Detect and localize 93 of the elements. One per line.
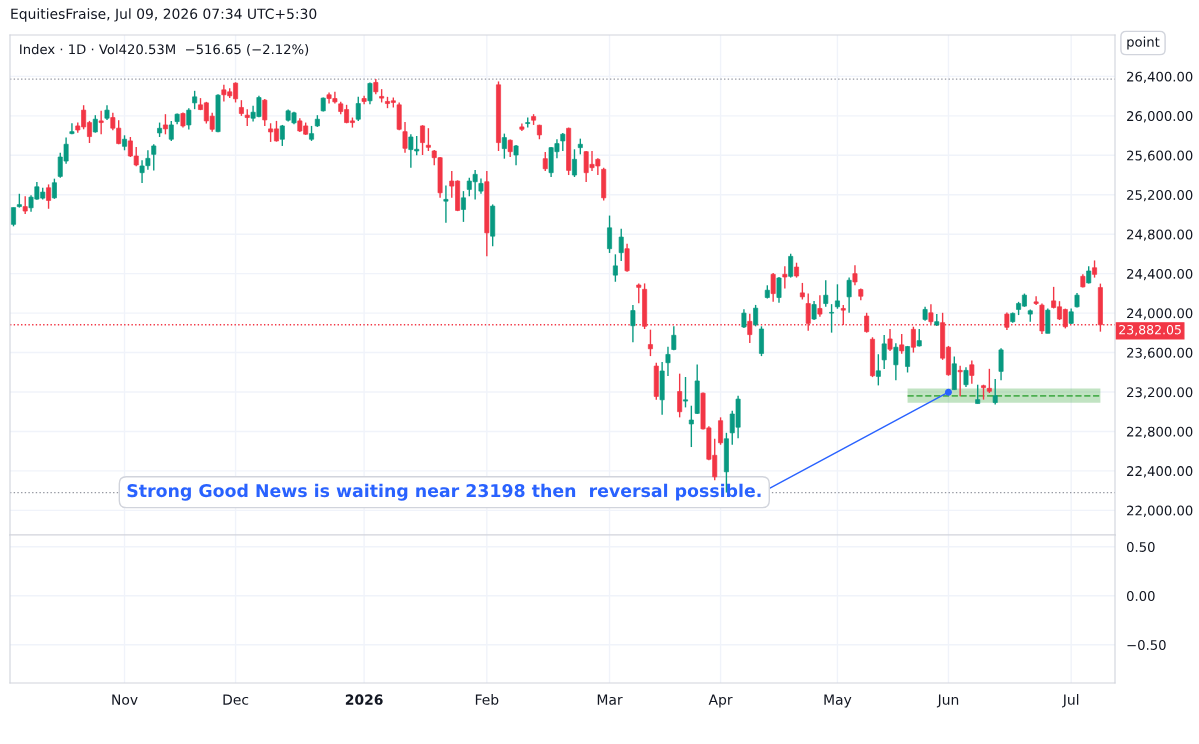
x-tick-label: Apr bbox=[708, 694, 733, 708]
y-tick-label: 22,800.00 bbox=[1127, 426, 1193, 438]
x-tick-label: May bbox=[824, 694, 852, 708]
candlestick bbox=[402, 121, 408, 154]
y-tick-label: 25,600.00 bbox=[1127, 150, 1193, 162]
candlestick bbox=[899, 333, 905, 355]
candlestick bbox=[829, 303, 835, 334]
x-tick-label: 2026 bbox=[345, 694, 383, 705]
text: Index · 1D · Vol420.53M −516.65 (−2.12%) bbox=[20, 44, 309, 56]
candlestick bbox=[969, 359, 975, 385]
candlestick bbox=[992, 378, 998, 406]
x-tick-label: Mar bbox=[597, 694, 623, 705]
candlestick bbox=[501, 132, 507, 160]
candlestick bbox=[168, 120, 174, 142]
candlestick bbox=[420, 124, 425, 156]
y-tick-label: 23,600.00 bbox=[1127, 347, 1193, 360]
candlestick bbox=[677, 372, 683, 419]
candlestick bbox=[718, 416, 724, 446]
candlestick bbox=[618, 228, 624, 262]
candlestick bbox=[875, 353, 881, 387]
y-tick-label: 24,800.00 bbox=[1127, 229, 1193, 241]
candlestick bbox=[782, 265, 788, 290]
x-tick-label: Dec bbox=[223, 694, 249, 705]
ref-line-label: 23,882.05 bbox=[1119, 324, 1181, 336]
candlestick bbox=[788, 253, 794, 279]
candlestick bbox=[1045, 307, 1051, 335]
x-tick-label: Feb bbox=[475, 694, 499, 705]
candlestick bbox=[823, 279, 829, 308]
candlestick bbox=[881, 334, 887, 370]
candlestick bbox=[998, 347, 1004, 382]
candlestick bbox=[864, 312, 870, 334]
candlestick bbox=[910, 326, 916, 354]
candlestick bbox=[425, 127, 431, 152]
candlestick bbox=[975, 384, 981, 405]
candlestick bbox=[834, 283, 840, 310]
candlestick bbox=[887, 328, 893, 352]
candlestick bbox=[846, 276, 852, 314]
candlestick bbox=[1033, 295, 1039, 306]
candlestick bbox=[957, 365, 963, 398]
candlestick bbox=[560, 132, 566, 152]
candlestick bbox=[151, 143, 157, 172]
candlestick bbox=[367, 81, 373, 105]
candlestick bbox=[612, 253, 618, 283]
candlestick bbox=[665, 346, 671, 377]
candlestick bbox=[461, 190, 466, 223]
candlestick bbox=[893, 342, 899, 382]
candlestick bbox=[688, 405, 694, 448]
candlestick bbox=[630, 304, 636, 343]
y-tick-label: 0.00 bbox=[1126, 590, 1155, 601]
text: point bbox=[1127, 36, 1160, 50]
candlestick bbox=[636, 282, 642, 304]
candlestick bbox=[647, 328, 653, 357]
x-tick-label: Nov bbox=[112, 694, 138, 705]
x-tick-label: Jul bbox=[1062, 694, 1079, 708]
candlestick bbox=[852, 264, 858, 286]
x-tick-label: Jun bbox=[936, 694, 959, 708]
chart-title: EquitiesFraise, Jul 09, 2026 07:34 UTC+5:30 bbox=[11, 8, 317, 22]
candlestick bbox=[753, 304, 759, 328]
candlestick bbox=[683, 376, 688, 409]
annotation: Strong Good News is waiting near 23198 then reversal possible. bbox=[127, 483, 761, 501]
y-tick-label: 24,400.00 bbox=[1127, 268, 1193, 281]
candlestick bbox=[963, 366, 969, 388]
y-tick-label: −0.50 bbox=[1127, 639, 1166, 650]
candlestick bbox=[572, 148, 577, 178]
y-tick-label: 24,000.00 bbox=[1127, 308, 1193, 320]
y-tick-label: 22,400.00 bbox=[1127, 466, 1193, 478]
candlestick bbox=[262, 98, 268, 127]
candlestick bbox=[905, 345, 911, 374]
candlestick bbox=[186, 107, 192, 131]
y-tick-label: 23,200.00 bbox=[1127, 387, 1193, 399]
y-tick-label: 22,000.00 bbox=[1127, 505, 1193, 517]
candlestick bbox=[986, 368, 992, 394]
candlestick bbox=[817, 294, 823, 318]
candlestick bbox=[22, 195, 28, 215]
y-tick-label: 26,000.00 bbox=[1127, 111, 1193, 123]
y-tick-label: 25,200.00 bbox=[1127, 189, 1193, 202]
candlestick bbox=[747, 313, 753, 344]
candlestick bbox=[776, 276, 782, 304]
candlestick bbox=[98, 110, 104, 136]
candlestick bbox=[192, 90, 198, 110]
candlestick bbox=[46, 183, 52, 210]
y-tick-label: 0.50 bbox=[1126, 541, 1155, 552]
candlestick bbox=[51, 177, 57, 200]
candlestick bbox=[443, 184, 449, 224]
candlestick bbox=[355, 96, 361, 122]
candlestick bbox=[69, 122, 75, 136]
candlestick bbox=[542, 151, 548, 172]
candlestick bbox=[162, 113, 168, 136]
candlestick bbox=[607, 214, 612, 254]
y-tick-label: 26,400.00 bbox=[1127, 71, 1193, 83]
candlestick bbox=[770, 272, 776, 303]
candlestick bbox=[11, 206, 16, 228]
candlestick bbox=[624, 242, 630, 273]
